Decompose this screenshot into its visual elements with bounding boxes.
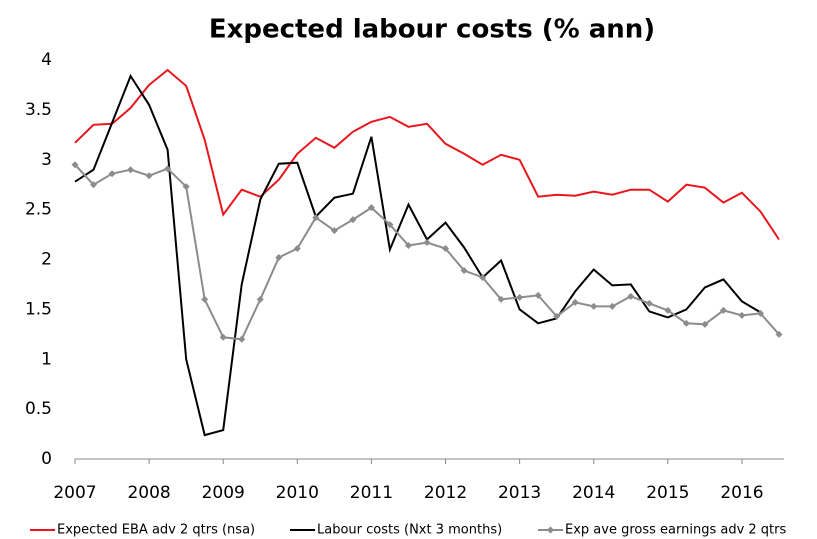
point-marker <box>479 273 487 281</box>
legend-label: Labour costs (Nxt 3 months) <box>317 523 502 538</box>
series-line <box>74 164 780 341</box>
point-marker <box>201 295 209 303</box>
point-marker <box>90 181 98 189</box>
point-marker <box>645 299 653 307</box>
x-tick-label: 2010 <box>276 483 319 503</box>
x-tick-label: 2012 <box>424 483 467 503</box>
point-marker <box>627 292 635 300</box>
point-marker <box>442 245 450 253</box>
point-marker <box>719 306 727 314</box>
series-line <box>74 68 780 241</box>
point-marker <box>497 295 505 303</box>
point-marker <box>756 309 764 317</box>
point-marker <box>534 291 542 299</box>
x-tick-label: 2016 <box>720 483 763 503</box>
point-marker <box>145 172 153 180</box>
point-marker <box>571 298 579 306</box>
point-marker <box>219 333 227 341</box>
point-marker <box>71 161 79 169</box>
x-tick-label: 2011 <box>350 483 393 503</box>
point-marker <box>664 306 672 314</box>
chart-title: Expected labour costs (% ann) <box>209 15 655 45</box>
point-marker <box>164 165 172 173</box>
point-marker <box>423 239 431 247</box>
x-tick-label: 2013 <box>498 483 541 503</box>
point-marker <box>608 302 616 310</box>
point-marker <box>775 330 783 338</box>
point-marker <box>553 312 561 320</box>
point-marker <box>738 311 746 319</box>
point-marker <box>386 221 394 229</box>
point-marker <box>404 242 412 250</box>
y-tick-label: 4 <box>41 50 52 70</box>
point-marker <box>701 320 709 328</box>
legend-label: Exp ave gross earnings adv 2 qtrs <box>565 523 786 538</box>
series-line <box>74 73 762 437</box>
y-tick-label: 2.5 <box>25 200 52 220</box>
y-tick-label: 3.5 <box>25 100 52 120</box>
point-marker <box>293 245 301 253</box>
point-marker <box>312 214 320 222</box>
legend-marker <box>547 526 554 534</box>
point-marker <box>516 293 524 301</box>
point-marker <box>682 319 690 327</box>
y-tick-label: 2 <box>41 250 52 270</box>
y-tick-label: 0 <box>41 449 52 469</box>
x-tick-label: 2014 <box>572 483 615 503</box>
point-marker <box>275 254 283 262</box>
point-marker <box>256 295 264 303</box>
point-marker <box>460 266 468 274</box>
y-tick-label: 1.5 <box>25 299 52 319</box>
x-tick-label: 2009 <box>202 483 245 503</box>
point-marker <box>182 183 190 191</box>
point-marker <box>349 216 357 224</box>
point-marker <box>330 227 338 235</box>
point-marker <box>238 335 246 343</box>
y-tick-label: 1 <box>41 349 52 369</box>
point-marker <box>367 204 375 212</box>
legend-label: Expected EBA adv 2 qtrs (nsa) <box>57 523 255 538</box>
y-tick-label: 3 <box>41 150 52 170</box>
x-tick-label: 2015 <box>646 483 689 503</box>
x-tick-label: 2008 <box>127 483 170 503</box>
x-tick-label: 2007 <box>53 483 96 503</box>
point-marker <box>108 170 116 178</box>
y-tick-label: 0.5 <box>25 399 52 419</box>
point-marker <box>590 302 598 310</box>
point-marker <box>127 166 135 174</box>
